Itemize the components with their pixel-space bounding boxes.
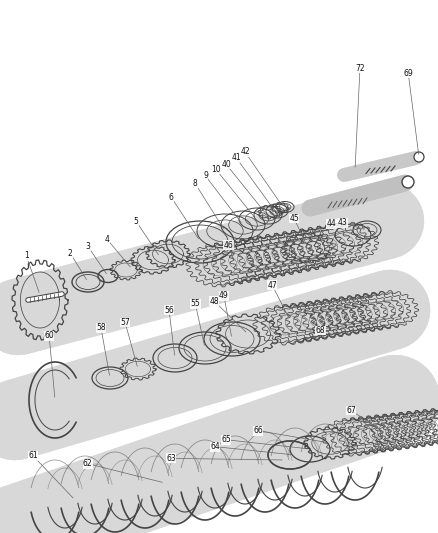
Text: 5: 5: [133, 217, 138, 225]
Text: 10: 10: [211, 165, 220, 174]
Ellipse shape: [401, 176, 413, 188]
Text: 72: 72: [354, 64, 364, 72]
Text: 55: 55: [190, 300, 200, 308]
Text: 41: 41: [231, 154, 240, 162]
Text: 62: 62: [83, 459, 92, 468]
Text: 65: 65: [221, 435, 230, 444]
Text: 66: 66: [253, 426, 262, 435]
Text: 58: 58: [96, 324, 106, 332]
Text: 49: 49: [219, 292, 228, 300]
Text: 6: 6: [168, 193, 173, 201]
Text: 40: 40: [221, 160, 230, 168]
Text: 48: 48: [209, 297, 219, 305]
Text: 67: 67: [346, 406, 355, 415]
Text: 3: 3: [85, 242, 90, 251]
Text: 46: 46: [223, 241, 233, 249]
Text: 43: 43: [337, 219, 346, 227]
Text: 44: 44: [326, 220, 336, 228]
Text: 47: 47: [267, 281, 276, 289]
Text: 56: 56: [164, 306, 173, 314]
Text: 8: 8: [193, 180, 197, 188]
Text: 57: 57: [120, 318, 130, 327]
Text: 63: 63: [166, 454, 176, 463]
Text: 1: 1: [24, 252, 28, 260]
Text: 45: 45: [289, 214, 298, 223]
Text: 60: 60: [44, 332, 54, 340]
Text: 64: 64: [210, 442, 219, 451]
Text: 9: 9: [202, 172, 208, 180]
Text: 4: 4: [105, 236, 110, 244]
Ellipse shape: [413, 152, 423, 162]
Text: 68: 68: [315, 326, 325, 335]
Text: 69: 69: [403, 69, 412, 78]
Text: 2: 2: [68, 249, 72, 257]
Text: 61: 61: [28, 451, 38, 460]
Text: 42: 42: [240, 148, 249, 156]
